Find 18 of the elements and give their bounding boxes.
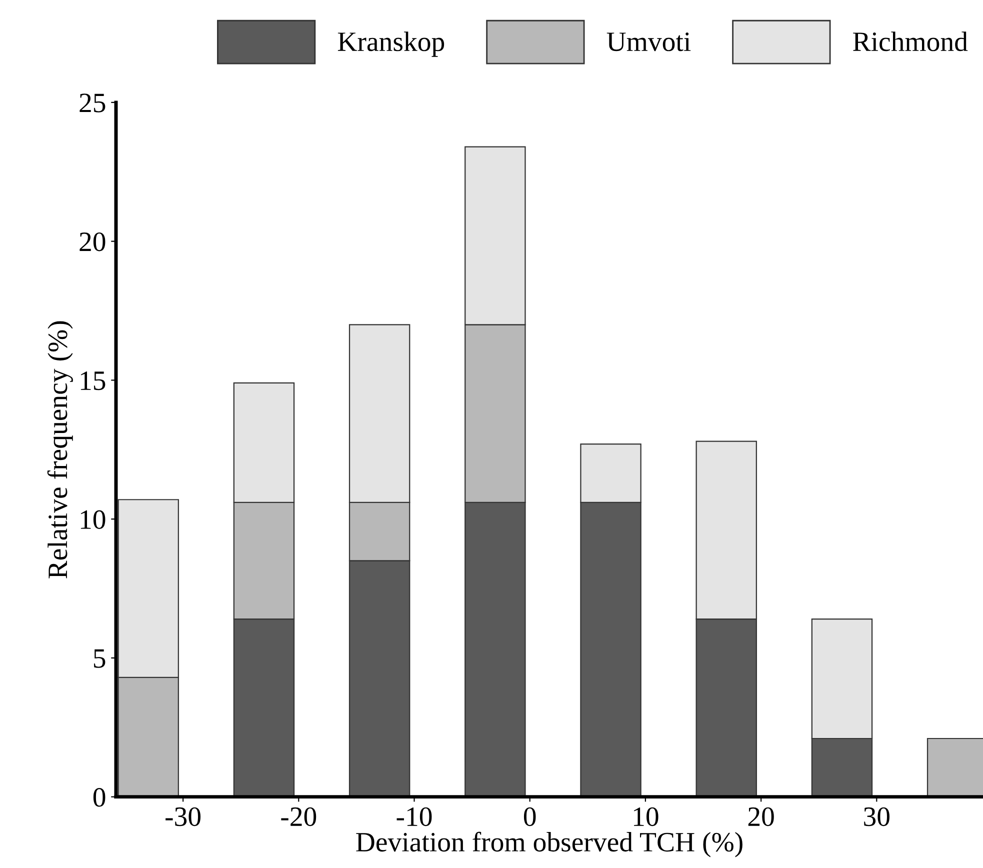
y-tick-label: 15: [80, 371, 106, 390]
x-tick-label: -20: [281, 807, 316, 826]
y-axis-title: Relative frequency (%): [47, 321, 73, 578]
y-tick-label: 5: [94, 649, 106, 668]
y-tick-label: 20: [80, 232, 106, 252]
y-tick-label: 0: [93, 788, 106, 807]
x-tick-label: 10: [634, 807, 658, 826]
legend-label: Kranskop: [338, 32, 444, 57]
x-tick-label: 20: [748, 807, 774, 826]
x-axis-title: Deviation from observed TCH (%): [356, 832, 742, 858]
x-tick-label: -10: [396, 807, 432, 826]
y-tick-label: 10: [80, 510, 106, 529]
legend-label: Richmond: [853, 32, 968, 52]
legend-label: Umvoti: [606, 32, 691, 52]
x-tick-label: 30: [864, 807, 890, 826]
y-tick-label: 25: [80, 94, 106, 112]
x-tick-label: -30: [166, 807, 200, 826]
x-tick-label: 0: [524, 807, 536, 826]
